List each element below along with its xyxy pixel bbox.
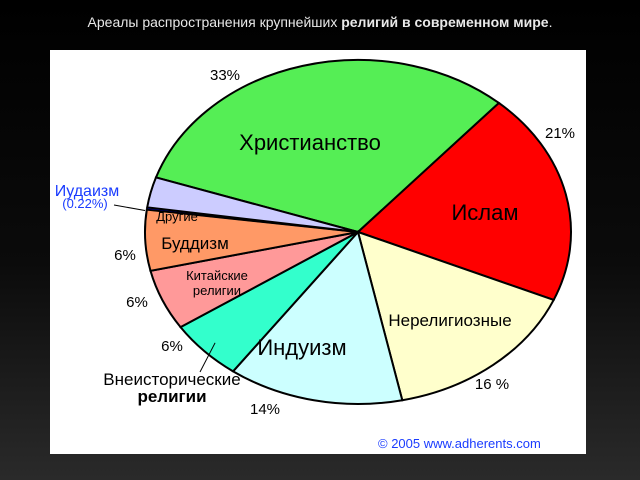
slice-label-другие: Другие — [156, 209, 198, 224]
slice-percent-индуизм: 14% — [250, 401, 280, 418]
slice-label-иудаизм: Иудаизм — [55, 183, 119, 200]
slice-label-китайские-религии-line2: религии — [193, 283, 241, 298]
slide-title-end: . — [548, 14, 553, 30]
slice-percent-внеисторические-религии: 6% — [161, 338, 183, 355]
slice-label-индуизм: Индуизм — [257, 335, 346, 360]
slice-label-христианство: Христианство — [239, 130, 381, 155]
pie-chart: Христианство 33% Ислам 21% Нерелигиозные 16 %… — [55, 59, 575, 451]
slice-percent-ислам: 21% — [545, 125, 575, 142]
leader-line-judaism — [113, 204, 146, 211]
leader-line-ancient — [199, 342, 216, 373]
copyright-text: © 2005 www.adherents.com — [378, 436, 541, 451]
pie-slice-другие — [146, 176, 359, 233]
slice-percent-христианство: 33% — [210, 67, 240, 84]
slice-label-ислам: Ислам — [451, 200, 518, 225]
pie-slice-нерелигиозные — [356, 230, 556, 402]
slice-label-китайские-религии: Китайские — [186, 268, 248, 283]
chart-panel: Христианство 33% Ислам 21% Нерелигиозные 16 %… — [50, 50, 586, 454]
slide-title: Ареалы распространения крупнейших религи… — [0, 14, 640, 30]
pie-slice-христианство — [154, 59, 501, 234]
pie-slice-ислам — [356, 101, 572, 302]
slice-percent-иудаизм: (0.22%) — [62, 196, 108, 211]
slice-percent-нерелигиозные: 16 % — [475, 376, 509, 393]
slice-label-внеисторические-религии: Внеисторические — [103, 370, 240, 389]
slice-percent-китайские-религии: 6% — [126, 294, 148, 311]
slice-label-нерелигиозные: Нерелигиозные — [388, 311, 511, 330]
slice-percent-буддизм: 6% — [114, 247, 136, 264]
slice-label-внеисторические-религии-line2: религии — [137, 387, 206, 406]
slice-label-буддизм: Буддизм — [161, 234, 229, 253]
pie-slice-индуизм — [231, 229, 404, 405]
slide-title-plain: Ареалы распространения крупнейших — [87, 14, 342, 30]
slide-title-bold: религий в современном мире — [341, 14, 549, 30]
